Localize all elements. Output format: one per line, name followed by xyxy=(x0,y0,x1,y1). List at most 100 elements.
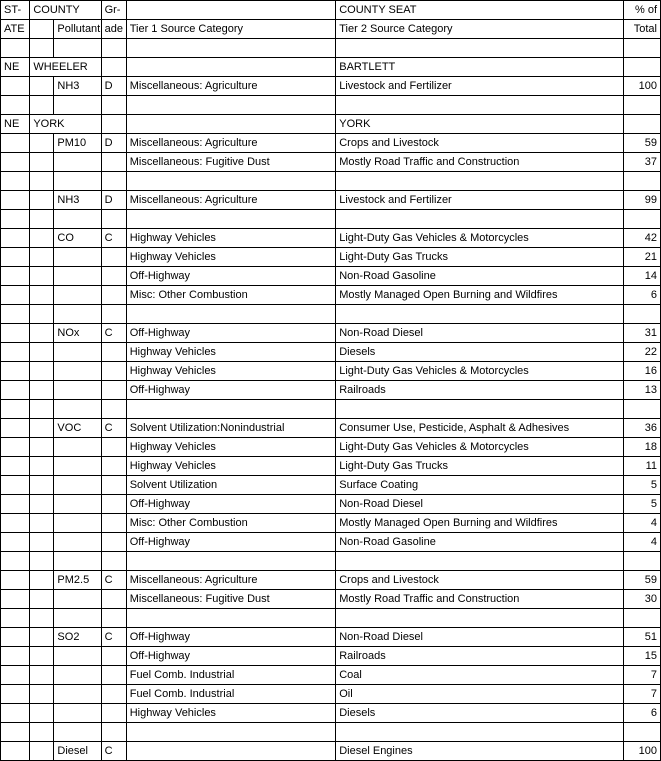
tier1-cell xyxy=(126,1,336,20)
percent-cell: 42 xyxy=(624,229,661,248)
state-cell xyxy=(1,514,30,533)
state-cell xyxy=(1,533,30,552)
tier1-cell: Miscellaneous: Agriculture xyxy=(126,191,336,210)
tier2-cell: Coal xyxy=(336,666,624,685)
table-body: ST-COUNTYGr-COUNTY SEAT% ofATEPollutanta… xyxy=(1,1,661,761)
table-row: VOCCSolvent Utilization:NonindustrialCon… xyxy=(1,419,661,438)
grade-cell xyxy=(101,96,126,115)
tier2-cell: Light-Duty Gas Vehicles & Motorcycles xyxy=(336,438,624,457)
tier2-cell: Oil xyxy=(336,685,624,704)
tier2-cell: BARTLETT xyxy=(336,58,624,77)
grade-cell xyxy=(101,210,126,229)
percent-cell: 22 xyxy=(624,343,661,362)
percent-cell: 11 xyxy=(624,457,661,476)
pollutant-cell xyxy=(54,248,101,267)
percent-cell: 36 xyxy=(624,419,661,438)
pollutant-cell xyxy=(54,362,101,381)
pollutant-cell: Pollutant xyxy=(54,20,101,39)
table-row: NEWHEELERBARTLETT xyxy=(1,58,661,77)
percent-cell: 100 xyxy=(624,742,661,761)
state-cell xyxy=(1,172,30,191)
county-cell xyxy=(30,96,54,115)
pollutant-cell xyxy=(54,495,101,514)
percent-cell: 16 xyxy=(624,362,661,381)
tier1-cell xyxy=(126,552,336,571)
table-row: PM10DMiscellaneous: AgricultureCrops and… xyxy=(1,134,661,153)
grade-cell xyxy=(101,286,126,305)
tier2-cell xyxy=(336,305,624,324)
state-cell xyxy=(1,495,30,514)
county-cell xyxy=(30,267,54,286)
tier2-cell: Livestock and Fertilizer xyxy=(336,77,624,96)
state-cell xyxy=(1,191,30,210)
tier1-cell: Miscellaneous: Fugitive Dust xyxy=(126,590,336,609)
tier1-cell xyxy=(126,742,336,761)
state-cell xyxy=(1,457,30,476)
county-cell xyxy=(30,685,54,704)
tier2-cell: Mostly Managed Open Burning and Wildfire… xyxy=(336,514,624,533)
tier1-cell: Highway Vehicles xyxy=(126,438,336,457)
table-row: Off-HighwayRailroads15 xyxy=(1,647,661,666)
county-cell xyxy=(30,457,54,476)
state-cell xyxy=(1,704,30,723)
pollutant-cell xyxy=(54,590,101,609)
percent-cell: 5 xyxy=(624,476,661,495)
percent-cell: 59 xyxy=(624,134,661,153)
percent-cell: 4 xyxy=(624,533,661,552)
tier2-cell xyxy=(336,552,624,571)
state-cell xyxy=(1,210,30,229)
tier1-cell: Misc: Other Combustion xyxy=(126,514,336,533)
county-cell xyxy=(30,571,54,590)
tier2-cell: Surface Coating xyxy=(336,476,624,495)
state-cell xyxy=(1,381,30,400)
grade-cell xyxy=(101,590,126,609)
percent-cell xyxy=(624,96,661,115)
percent-cell: 5 xyxy=(624,495,661,514)
grade-cell xyxy=(101,381,126,400)
pollutant-cell: NOx xyxy=(54,324,101,343)
grade-cell xyxy=(101,58,126,77)
pollutant-cell xyxy=(54,438,101,457)
grade-cell xyxy=(101,647,126,666)
state-cell xyxy=(1,647,30,666)
percent-cell xyxy=(624,400,661,419)
tier1-cell: Miscellaneous: Agriculture xyxy=(126,134,336,153)
grade-cell: C xyxy=(101,229,126,248)
state-cell xyxy=(1,571,30,590)
pollutant-cell xyxy=(54,343,101,362)
grade-cell: C xyxy=(101,742,126,761)
pollutant-cell xyxy=(54,96,101,115)
pollutant-cell xyxy=(54,647,101,666)
table-row: NH3DMiscellaneous: AgricultureLivestock … xyxy=(1,77,661,96)
tier2-cell: Non-Road Gasoline xyxy=(336,533,624,552)
table-row xyxy=(1,552,661,571)
table-row: ST-COUNTYGr-COUNTY SEAT% of xyxy=(1,1,661,20)
county-cell xyxy=(30,514,54,533)
percent-cell xyxy=(624,39,661,58)
table-row: NH3DMiscellaneous: AgricultureLivestock … xyxy=(1,191,661,210)
table-row: Solvent UtilizationSurface Coating5 xyxy=(1,476,661,495)
tier1-cell xyxy=(126,609,336,628)
percent-cell xyxy=(624,172,661,191)
pollutant-cell xyxy=(54,476,101,495)
tier2-cell: Diesel Engines xyxy=(336,742,624,761)
county-cell: COUNTY xyxy=(30,1,101,20)
state-cell xyxy=(1,267,30,286)
pollutant-cell: VOC xyxy=(54,419,101,438)
county-cell xyxy=(30,286,54,305)
tier2-cell xyxy=(336,400,624,419)
tier1-cell: Off-Highway xyxy=(126,267,336,286)
tier1-cell: Highway Vehicles xyxy=(126,229,336,248)
table-row: Fuel Comb. IndustrialOil7 xyxy=(1,685,661,704)
table-row: Misc: Other CombustionMostly Managed Ope… xyxy=(1,514,661,533)
tier2-cell: Tier 2 Source Category xyxy=(336,20,624,39)
pollutant-cell xyxy=(54,666,101,685)
county-cell xyxy=(30,476,54,495)
tier1-cell: Fuel Comb. Industrial xyxy=(126,685,336,704)
tier2-cell: Livestock and Fertilizer xyxy=(336,191,624,210)
percent-cell: 37 xyxy=(624,153,661,172)
tier2-cell: Light-Duty Gas Vehicles & Motorcycles xyxy=(336,229,624,248)
tier2-cell: Non-Road Diesel xyxy=(336,495,624,514)
table-row: Highway VehiclesLight-Duty Gas Vehicles … xyxy=(1,362,661,381)
grade-cell: D xyxy=(101,191,126,210)
